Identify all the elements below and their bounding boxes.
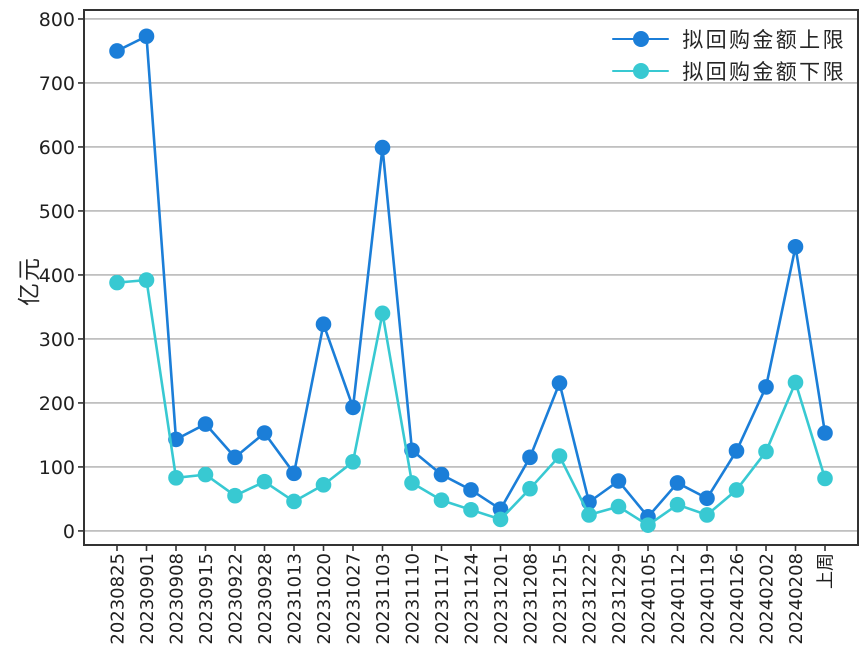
legend-label-upper-limit: 拟回购金额上限 (682, 28, 846, 52)
data-point (640, 517, 656, 533)
x-tick-label: 20231110 (403, 553, 424, 645)
plot-frame (83, 9, 859, 546)
data-point (374, 139, 391, 156)
data-point (433, 492, 450, 509)
data-point (492, 511, 509, 528)
data-point (699, 507, 715, 523)
x-tick-label: 20231222 (580, 553, 601, 645)
x-tick-label: 20240105 (639, 553, 660, 645)
data-point (433, 466, 450, 483)
x-tick-label: 20231013 (285, 553, 306, 645)
data-point (610, 473, 627, 489)
data-point (168, 470, 184, 486)
data-point (109, 274, 125, 291)
y-tick-label: 400 (39, 265, 75, 287)
data-point (197, 466, 214, 483)
legend-entry-lower-limit: 拟回购金额下限 (612, 58, 846, 84)
legend-entry-upper-limit: 拟回购金额上限 (612, 26, 846, 52)
legend: 拟回购金额上限 拟回购金额下限 (612, 26, 846, 84)
data-point (315, 316, 332, 333)
x-tick-label: 20231201 (491, 553, 512, 645)
data-point (758, 443, 774, 460)
x-tick-label: 上周 (816, 553, 837, 589)
data-point (463, 502, 479, 518)
data-point (286, 493, 302, 510)
x-tick-label: 20230922 (226, 553, 247, 645)
legend-line-marker-icon (612, 31, 670, 47)
y-tick-label: 800 (39, 9, 75, 31)
y-tick-label: 700 (39, 73, 75, 95)
x-tick-label: 20240119 (698, 553, 719, 645)
data-point (728, 443, 745, 459)
data-point (817, 470, 833, 487)
data-point (522, 480, 538, 497)
data-point (374, 305, 391, 322)
data-point (138, 28, 155, 45)
x-tick-label: 20231124 (462, 553, 483, 645)
data-point (345, 454, 361, 470)
y-tick-label: 500 (39, 201, 75, 223)
y-axis-title: 亿元 (17, 256, 43, 306)
x-tick-label: 20240208 (786, 553, 807, 645)
legend-dot-icon (632, 31, 649, 47)
data-point (787, 374, 804, 391)
data-point (787, 238, 804, 255)
data-point (286, 465, 302, 482)
x-tick-label: 20231208 (521, 553, 542, 645)
y-tick-label: 300 (39, 329, 75, 351)
data-point (758, 379, 774, 395)
data-point (256, 425, 273, 441)
data-point (522, 449, 538, 466)
data-point (669, 475, 686, 491)
data-point (551, 448, 568, 464)
x-tick-label: 20230908 (167, 553, 188, 645)
x-tick-label: 20231215 (550, 553, 571, 645)
y-tick-label: 0 (63, 521, 75, 543)
x-tick-label: 20240112 (668, 553, 689, 645)
x-tick-label: 20231229 (609, 553, 630, 645)
series-line-0 (116, 34, 827, 519)
data-point (227, 449, 243, 466)
data-point (345, 399, 361, 416)
data-point (138, 272, 155, 288)
x-tick-label: 20240202 (757, 553, 778, 645)
data-point (256, 473, 273, 490)
data-point (109, 43, 125, 59)
x-tick-label: 20231103 (373, 553, 394, 645)
data-point (581, 507, 597, 523)
x-tick-label: 20230901 (137, 553, 158, 645)
y-tick-label: 600 (39, 137, 75, 159)
y-tick-label: 200 (39, 393, 75, 415)
x-tick-label: 20230825 (108, 553, 129, 645)
x-tick-label: 20231020 (314, 553, 335, 645)
data-point (699, 490, 715, 507)
legend-line-marker-icon (612, 63, 670, 79)
data-point (669, 496, 686, 513)
x-tick-label: 20230928 (255, 553, 276, 645)
data-point (610, 498, 627, 515)
data-point (227, 487, 243, 504)
x-tick-label: 20231117 (432, 553, 453, 645)
x-tick-label: 20231027 (344, 553, 365, 645)
data-point (728, 482, 745, 498)
legend-label-lower-limit: 拟回购金额下限 (682, 60, 846, 84)
data-point (315, 477, 332, 493)
data-point (197, 416, 214, 432)
x-tick-label: 20240126 (727, 553, 748, 645)
data-point (551, 375, 568, 391)
data-point (404, 475, 420, 491)
y-tick-label: 100 (39, 457, 75, 479)
x-tick-label: 20230915 (196, 553, 217, 645)
data-point (817, 425, 833, 441)
legend-dot-icon (632, 63, 649, 79)
data-point (463, 482, 479, 498)
